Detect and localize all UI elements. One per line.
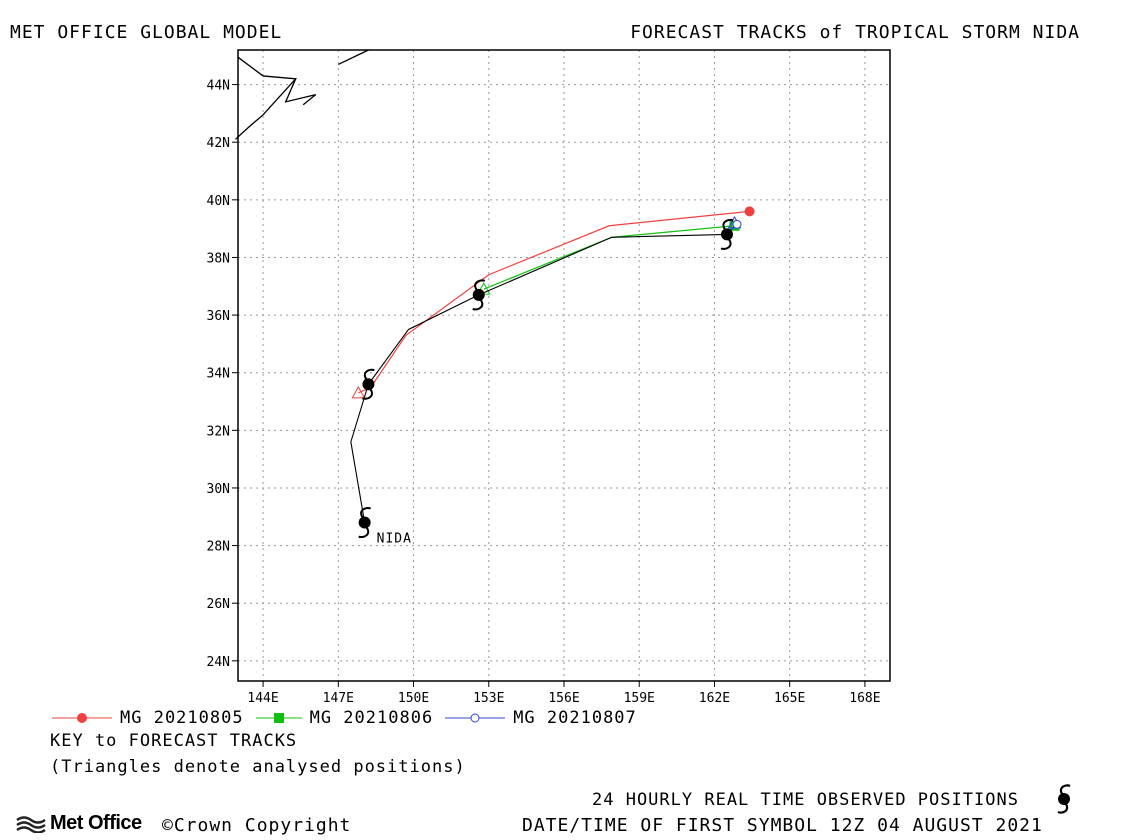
key-note: (Triangles denote analysed positions) <box>50 757 466 777</box>
storm-eye <box>358 516 371 529</box>
y-tick-label: 34N <box>207 367 230 382</box>
grid-lines <box>238 50 890 681</box>
x-tick-label: 156E <box>548 691 579 705</box>
forecast-track-map: 144E 147E 150E 153E 156E 159E 162E 165E 168E 24N 2… <box>207 49 891 705</box>
storm-arm <box>472 299 484 311</box>
coastline-segment <box>338 49 369 65</box>
met-office-logo: Met Office <box>16 812 142 835</box>
y-tick-label: 38N <box>207 251 230 266</box>
observed-track <box>350 218 734 539</box>
forecast-end-marker <box>732 219 742 229</box>
legend-swatch-red-circle <box>52 713 112 723</box>
legend-item-mg-20210807: MG 20210807 <box>443 708 637 728</box>
met-office-logo-text: Met Office <box>50 812 142 834</box>
storm-arm <box>722 218 734 230</box>
y-tick-label: 24N <box>207 655 230 670</box>
header-right-title: FORECAST TRACKS of TROPICAL STORM NIDA <box>630 22 1080 43</box>
y-tick-label: 32N <box>207 424 230 439</box>
legend-swatch-green-square <box>255 713 302 723</box>
analysed-position-triangle <box>351 385 366 399</box>
key-title: KEY to FORECAST TRACKS <box>50 731 298 751</box>
x-tick-label: 150E <box>398 691 429 705</box>
met-office-wave-icon <box>16 815 46 833</box>
storm-eye <box>362 378 375 391</box>
storm-arm <box>363 368 375 380</box>
x-tick-label: 147E <box>323 691 354 705</box>
legend: MG 20210805 MG 20210806 MG 20210807 <box>50 706 647 730</box>
axis-ticks: 144E 147E 150E 153E 156E 159E 162E 165E 168E 24N 2… <box>207 79 881 705</box>
legend-item-mg-20210805: MG 20210805 <box>50 708 244 728</box>
coastline-segment <box>235 56 298 140</box>
x-tick-label: 159E <box>624 691 655 705</box>
x-tick-label: 168E <box>849 691 880 705</box>
legend-swatch-blue-open-circle <box>445 713 506 723</box>
header-left-title: MET OFFICE GLOBAL MODEL <box>10 22 283 43</box>
storm-eye <box>721 228 733 241</box>
coastline <box>235 49 369 140</box>
map-frame <box>237 49 891 682</box>
storm-arm <box>720 238 732 250</box>
storm-symbol-icon <box>358 507 372 539</box>
storm-name-label: NIDA <box>377 532 412 547</box>
tropical-storm-icon <box>1057 784 1071 814</box>
first-symbol-datetime: DATE/TIME OF FIRST SYMBOL 12Z 04 AUGUST … <box>522 815 1043 836</box>
legend-item-mg-20210806: MG 20210806 <box>254 708 434 728</box>
storm-eye <box>472 288 485 301</box>
x-tick-label: 153E <box>473 691 504 705</box>
storm-arm <box>358 526 370 539</box>
legend-label: MG 20210806 <box>309 708 434 728</box>
storm-arm <box>360 507 372 519</box>
storm-symbol-icon <box>472 279 486 311</box>
copyright-notice: ©Crown Copyright <box>162 815 352 836</box>
legend-label: MG 20210807 <box>513 708 637 728</box>
observed-track-line <box>350 233 728 523</box>
x-tick-label: 144E <box>247 691 278 705</box>
storm-arm <box>474 279 486 291</box>
y-tick-label: 44N <box>207 79 230 94</box>
y-tick-label: 36N <box>207 309 230 324</box>
y-tick-label: 40N <box>207 194 230 209</box>
coastline-segment <box>284 78 317 106</box>
y-tick-label: 26N <box>207 597 230 612</box>
forecast-end-marker <box>744 206 755 217</box>
x-tick-label: 162E <box>699 691 730 705</box>
storm-symbol-icon <box>720 218 734 250</box>
observed-positions-label: 24 HOURLY REAL TIME OBSERVED POSITIONS <box>592 790 1019 810</box>
y-tick-label: 30N <box>207 482 230 497</box>
storm-arm <box>362 388 373 400</box>
y-tick-label: 42N <box>207 136 230 151</box>
forecast-track-line <box>358 210 750 394</box>
storm-symbol-icon <box>362 368 375 400</box>
legend-label: MG 20210805 <box>120 708 244 728</box>
x-tick-label: 165E <box>774 691 805 705</box>
y-tick-label: 28N <box>207 540 230 555</box>
